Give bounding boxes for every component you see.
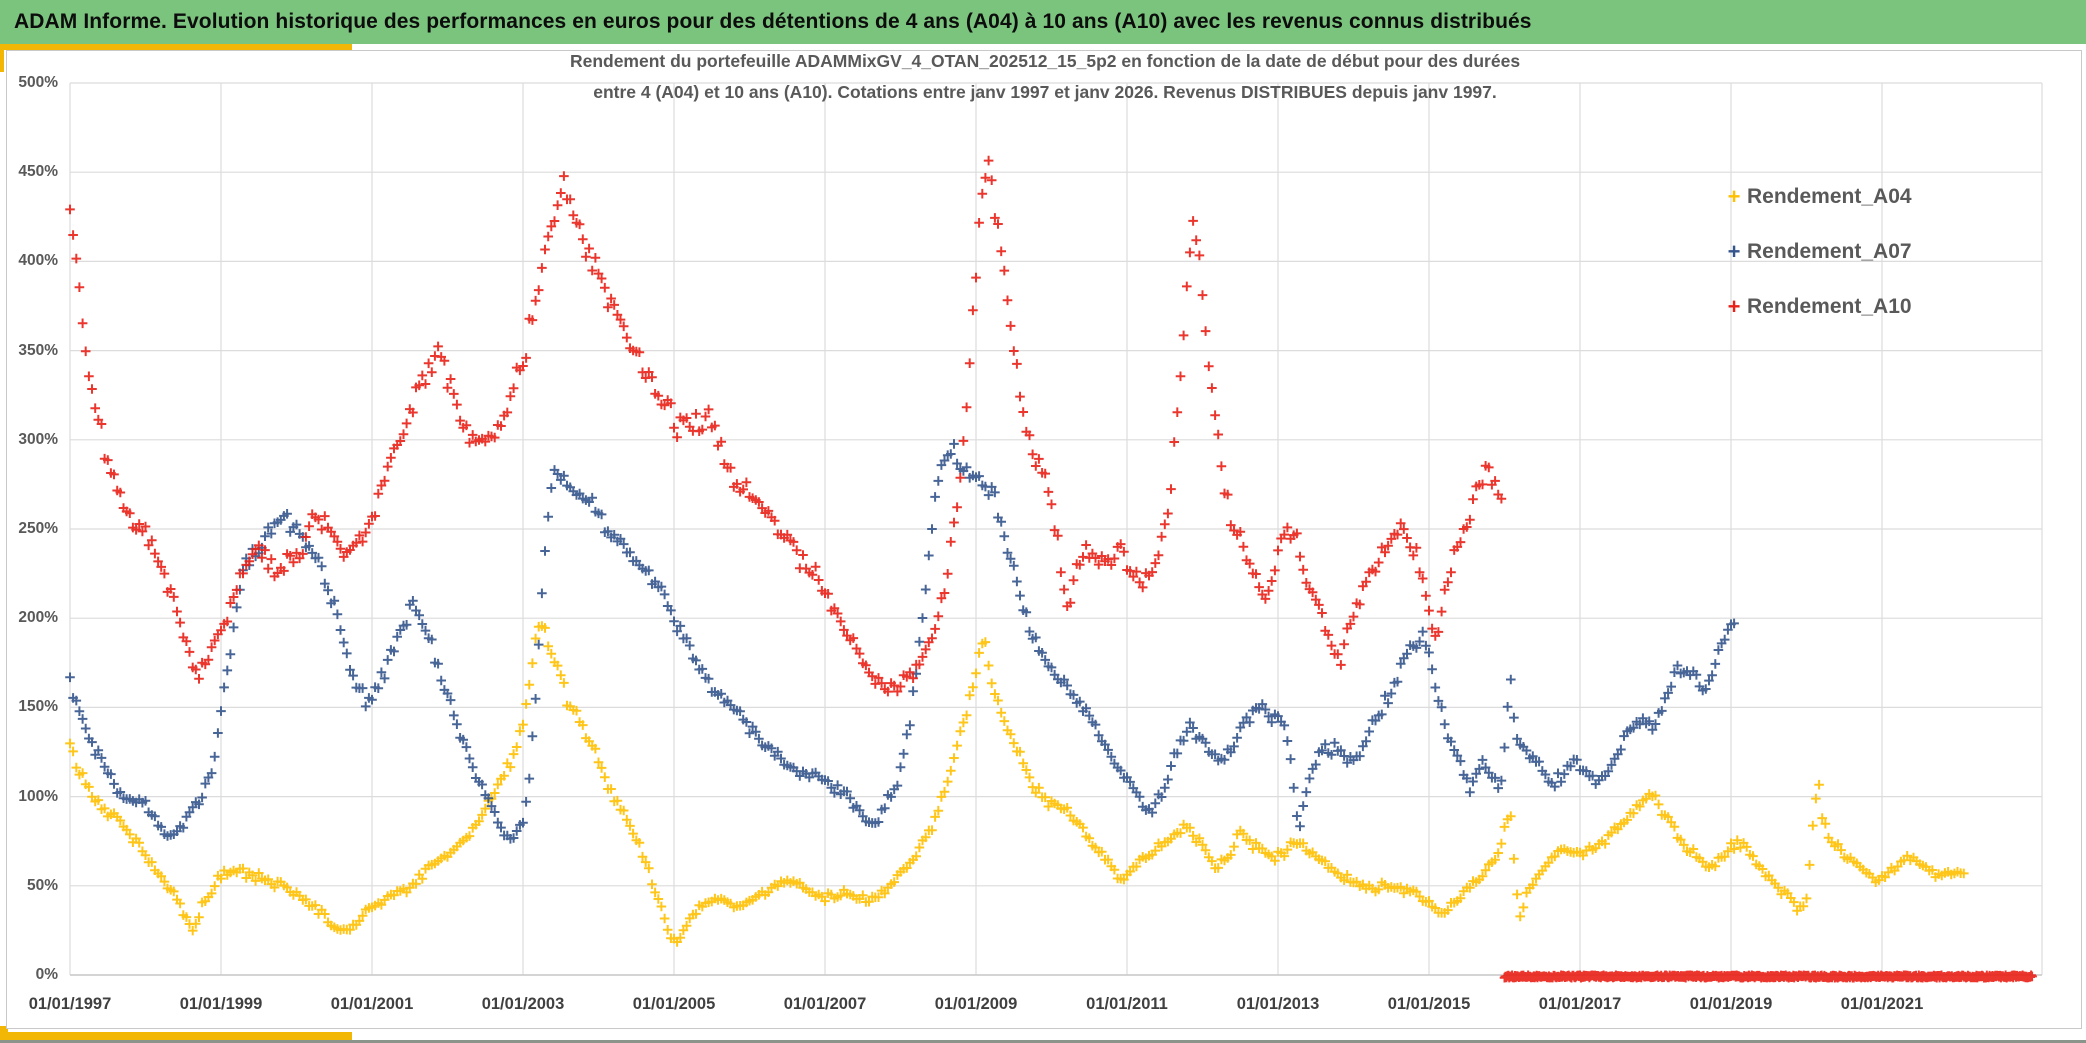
page-header: ADAM Informe. Evolution historique des p…	[0, 0, 2086, 44]
legend-plus-marker-icon: +	[1727, 239, 1741, 264]
x-tick-label: 01/01/2015	[1387, 995, 1471, 1013]
x-tick-label: 01/01/2009	[934, 995, 1018, 1013]
x-tick-label: 01/01/2017	[1538, 995, 1622, 1013]
x-tick-label: 01/01/2005	[632, 995, 716, 1013]
y-tick-label: 500%	[18, 74, 58, 91]
y-tick-label: 150%	[18, 698, 58, 716]
chart-title-line1: Rendement du portefeuille ADAMMixGV_4_OT…	[569, 51, 1521, 71]
x-tick-label: 01/01/1999	[179, 995, 263, 1013]
series-Rendement_A10	[65, 155, 2037, 983]
accent-bar-bottom	[0, 1032, 352, 1040]
accent-corner	[0, 1026, 8, 1041]
page-title: ADAM Informe. Evolution historique des p…	[14, 10, 1532, 33]
y-tick-label: 400%	[18, 252, 58, 270]
legend-plus-marker-icon: +	[1727, 294, 1741, 319]
series-Rendement_A07	[65, 439, 1739, 844]
y-tick-label: 350%	[18, 341, 58, 359]
x-tick-label: 01/01/2013	[1236, 995, 1320, 1013]
chart-legend: + Rendement_A04 + Rendement_A07 + Rendement_A…	[1723, 180, 1912, 345]
y-tick-label: 0%	[35, 966, 58, 983]
gridlines	[69, 82, 2043, 976]
bottom-edge-line	[0, 1040, 2086, 1043]
chart-title-line2: entre 4 (A04) et 10 ans (A10). Cotations…	[593, 82, 1497, 102]
y-tick-label: 200%	[18, 609, 58, 627]
x-tick-label: 01/01/1997	[28, 995, 112, 1013]
chart-title: Rendement du portefeuille ADAMMixGV_4_OT…	[300, 46, 1790, 108]
data-series-group	[65, 155, 2037, 983]
y-tick-label: 450%	[18, 163, 58, 181]
x-tick-label: 01/01/2021	[1840, 995, 1924, 1013]
legend-label: Rendement_A04	[1747, 185, 1912, 208]
legend-plus-marker-icon: +	[1727, 184, 1741, 209]
legend-label: Rendement_A10	[1747, 295, 1912, 318]
legend-item-Rendement_A10[interactable]: + Rendement_A10	[1723, 290, 1912, 324]
y-tick-label: 100%	[18, 787, 58, 805]
x-tick-label: 01/01/2003	[481, 995, 565, 1013]
performance-chart[interactable]	[6, 50, 2082, 1029]
y-tick-label: 250%	[18, 520, 58, 537]
y-tick-label: 50%	[26, 876, 58, 894]
x-tick-label: 01/01/2007	[783, 995, 867, 1013]
accent-bar-left	[0, 44, 4, 72]
y-tick-label: 300%	[18, 430, 58, 448]
x-tick-label: 01/01/2019	[1689, 995, 1773, 1013]
legend-label: Rendement_A07	[1747, 240, 1912, 263]
legend-item-Rendement_A04[interactable]: + Rendement_A04	[1723, 180, 1912, 214]
legend-item-Rendement_A07[interactable]: + Rendement_A07	[1723, 235, 1912, 269]
x-tick-label: 01/01/2001	[330, 995, 414, 1013]
accent-bar-top	[0, 44, 352, 50]
x-tick-label: 01/01/2011	[1086, 995, 1168, 1013]
